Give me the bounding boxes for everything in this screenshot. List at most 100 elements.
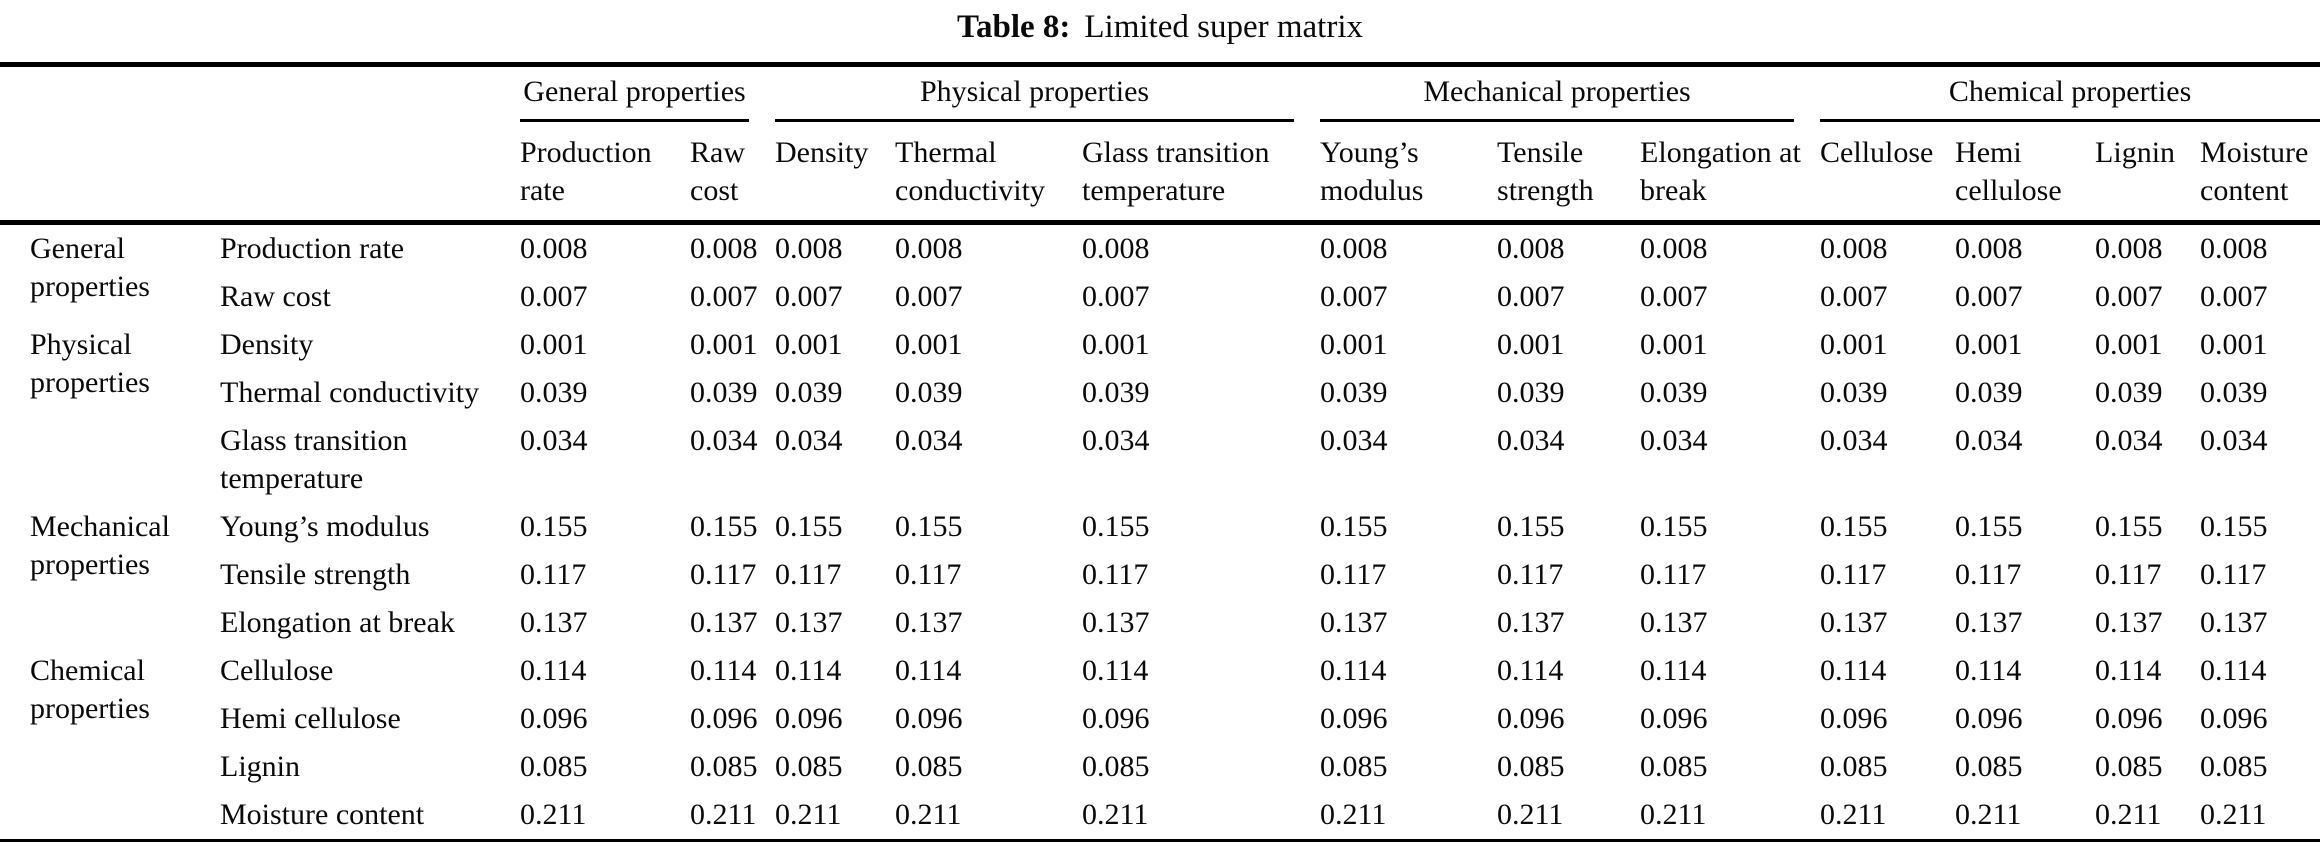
table-title: Table 8: Limited super matrix (0, 0, 2320, 47)
matrix-value-cell: 0.001 (2095, 328, 2163, 361)
matrix-value-cell: 0.034 (1320, 424, 1388, 457)
matrix-value-cell: 0.096 (520, 702, 588, 735)
matrix-value-cell: 0.096 (775, 702, 843, 735)
table-row: Physical properties Density 0.001 0.001 0.00… (0, 321, 2320, 399)
table-row: Hemi cellulose 0.096 0.096 0.096 0.096 0.096 0… (0, 695, 2320, 743)
matrix-value-cell: 0.085 (775, 750, 843, 783)
matrix-value-cell: 0.085 (2095, 750, 2163, 783)
matrix-value-cell: 0.096 (1955, 702, 2023, 735)
matrix-value-cell: 0.039 (775, 376, 843, 409)
matrix-value-cell: 0.001 (1955, 328, 2023, 361)
row-label: Hemi cellulose (220, 702, 401, 735)
matrix-value-cell: 0.137 (775, 606, 843, 639)
matrix-value-cell: 0.137 (1082, 606, 1150, 639)
matrix-value-cell: 0.039 (1320, 376, 1388, 409)
column-header-production-rate: Production rate (520, 122, 690, 225)
matrix-value-cell: 0.007 (1640, 280, 1708, 313)
row-label: Density (220, 328, 314, 361)
table-row: Chemical properties Cellulose 0.114 0.114 0.… (0, 647, 2320, 725)
table-caption: Limited super matrix (1084, 9, 1363, 45)
matrix-value-cell: 0.211 (775, 798, 842, 831)
matrix-value-cell: 0.137 (1320, 606, 1388, 639)
matrix-value-cell: 0.039 (1955, 376, 2023, 409)
matrix-value-cell: 0.007 (1955, 280, 2023, 313)
matrix-value-cell: 0.137 (1497, 606, 1565, 639)
matrix-value-cell: 0.155 (520, 510, 588, 543)
matrix-value-cell: 0.007 (1820, 280, 1888, 313)
matrix-value-cell: 0.155 (2095, 510, 2163, 543)
matrix-value-cell: 0.114 (1082, 654, 1149, 687)
matrix-value-cell: 0.007 (2200, 280, 2268, 313)
matrix-value-cell: 0.007 (775, 280, 843, 313)
matrix-value-cell: 0.001 (2200, 328, 2268, 361)
matrix-value-cell: 0.008 (520, 232, 588, 265)
row-label: Lignin (220, 750, 300, 783)
matrix-value-cell: 0.034 (1497, 424, 1565, 457)
row-label: Thermal conductivity (220, 376, 480, 409)
matrix-value-cell: 0.008 (1640, 232, 1708, 265)
matrix-value-cell: 0.008 (1497, 232, 1565, 265)
matrix-value-cell: 0.155 (690, 510, 758, 543)
matrix-value-cell: 0.117 (1082, 558, 1149, 591)
table-body: General properties Production rate 0.008 0.… (0, 223, 2320, 842)
column-header-hemi-cellulose: Hemi cellulose (1955, 122, 2096, 225)
matrix-value-cell: 0.211 (1497, 798, 1564, 831)
matrix-value-cell: 0.008 (775, 232, 843, 265)
matrix-value-cell: 0.155 (1497, 510, 1565, 543)
table-row: Moisture content 0.211 0.211 0.211 0.211 0.21… (0, 791, 2320, 842)
matrix-value-cell: 0.034 (895, 424, 963, 457)
matrix-value-cell: 0.085 (1955, 750, 2023, 783)
row-label: Moisture content (220, 798, 425, 831)
matrix-value-cell: 0.114 (1497, 654, 1564, 687)
row-label: Elongation at break (220, 606, 455, 639)
matrix-value-cell: 0.155 (1640, 510, 1708, 543)
matrix-value-cell: 0.034 (2200, 424, 2268, 457)
matrix-value-cell: 0.137 (520, 606, 588, 639)
matrix-value-cell: 0.114 (1955, 654, 2022, 687)
matrix-value-cell: 0.137 (1640, 606, 1708, 639)
matrix-value-cell: 0.096 (1082, 702, 1150, 735)
matrix-value-cell: 0.155 (775, 510, 843, 543)
matrix-value-cell: 0.039 (690, 376, 758, 409)
matrix-value-cell: 0.211 (690, 798, 757, 831)
matrix-value-cell: 0.114 (690, 654, 757, 687)
matrix-value-cell: 0.114 (895, 654, 962, 687)
matrix-value-cell: 0.085 (895, 750, 963, 783)
matrix-value-cell: 0.137 (1820, 606, 1888, 639)
matrix-value-cell: 0.114 (1640, 654, 1707, 687)
matrix-value-cell: 0.117 (895, 558, 962, 591)
matrix-value-cell: 0.117 (1955, 558, 2022, 591)
matrix-value-cell: 0.008 (1820, 232, 1888, 265)
matrix-value-cell: 0.034 (1082, 424, 1150, 457)
row-label: Cellulose (220, 654, 334, 687)
matrix-value-cell: 0.034 (1820, 424, 1888, 457)
matrix-value-cell: 0.114 (2095, 654, 2162, 687)
matrix-value-cell: 0.008 (1082, 232, 1150, 265)
matrix-value-cell: 0.096 (2095, 702, 2163, 735)
row-label: Young’s modulus (220, 510, 430, 543)
matrix-value-cell: 0.114 (1820, 654, 1887, 687)
matrix-value-cell: 0.096 (690, 702, 758, 735)
matrix-value-cell: 0.211 (2095, 798, 2162, 831)
matrix-value-cell: 0.039 (520, 376, 588, 409)
table-row: Elongation at break 0.137 0.137 0.137 0.137 0… (0, 599, 2320, 647)
matrix-value-cell: 0.001 (775, 328, 843, 361)
matrix-value-cell: 0.137 (895, 606, 963, 639)
matrix-value-cell: 0.008 (2095, 232, 2163, 265)
matrix-value-cell: 0.085 (1820, 750, 1888, 783)
matrix-value-cell: 0.211 (1320, 798, 1387, 831)
matrix-value-cell: 0.034 (2095, 424, 2163, 457)
matrix-value-cell: 0.007 (1497, 280, 1565, 313)
row-label: Tensile strength (220, 558, 411, 591)
matrix-value-cell: 0.096 (1640, 702, 1708, 735)
row-group-label: Chemical properties (30, 654, 150, 725)
matrix-value-cell: 0.117 (520, 558, 587, 591)
matrix-value-cell: 0.007 (690, 280, 758, 313)
matrix-value-cell: 0.085 (1640, 750, 1708, 783)
column-group-label: Physical properties (775, 73, 1295, 122)
matrix-value-cell: 0.034 (520, 424, 588, 457)
table-row: Tensile strength 0.117 0.117 0.117 0.117 0.11… (0, 551, 2320, 599)
matrix-value-cell: 0.155 (1082, 510, 1150, 543)
matrix-value-cell: 0.211 (895, 798, 962, 831)
matrix-value-cell: 0.137 (690, 606, 758, 639)
